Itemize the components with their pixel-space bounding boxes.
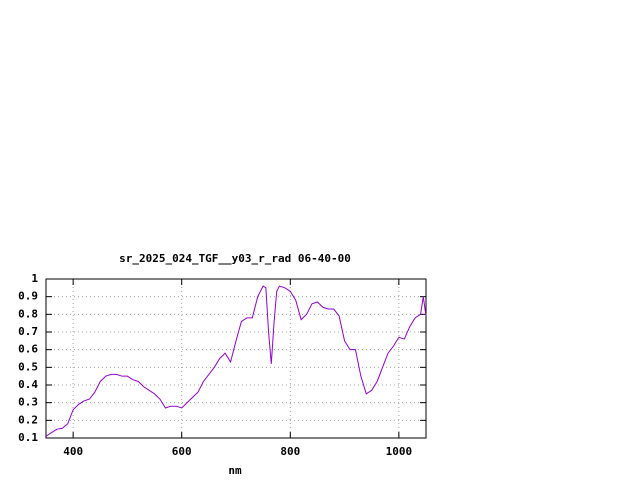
y-tick-label: 0.3 [18,396,38,409]
plot-frame [45,278,427,439]
y-tick-label: 0.1 [18,431,38,444]
x-tick-label: 600 [172,445,192,458]
y-tick-label: 0.8 [18,307,38,320]
y-tick-label: 0.5 [18,360,38,373]
x-tick-label: 400 [63,445,83,458]
y-tick-label: 0.2 [18,413,38,426]
y-tick-label: 0.9 [18,290,38,303]
data-line [45,285,427,437]
x-tick-label: 1000 [386,445,413,458]
chart-title: sr_2025_024_TGF__y03_r_rad 06-40-00 [119,252,351,265]
x-tick-label: 800 [280,445,300,458]
y-tick-label: 0.4 [18,378,38,391]
y-tick-label: 0.6 [18,343,38,356]
y-tick-label: 1 [31,272,38,285]
x-axis-label: nm [228,464,242,477]
y-tick-label: 0.7 [18,325,38,338]
